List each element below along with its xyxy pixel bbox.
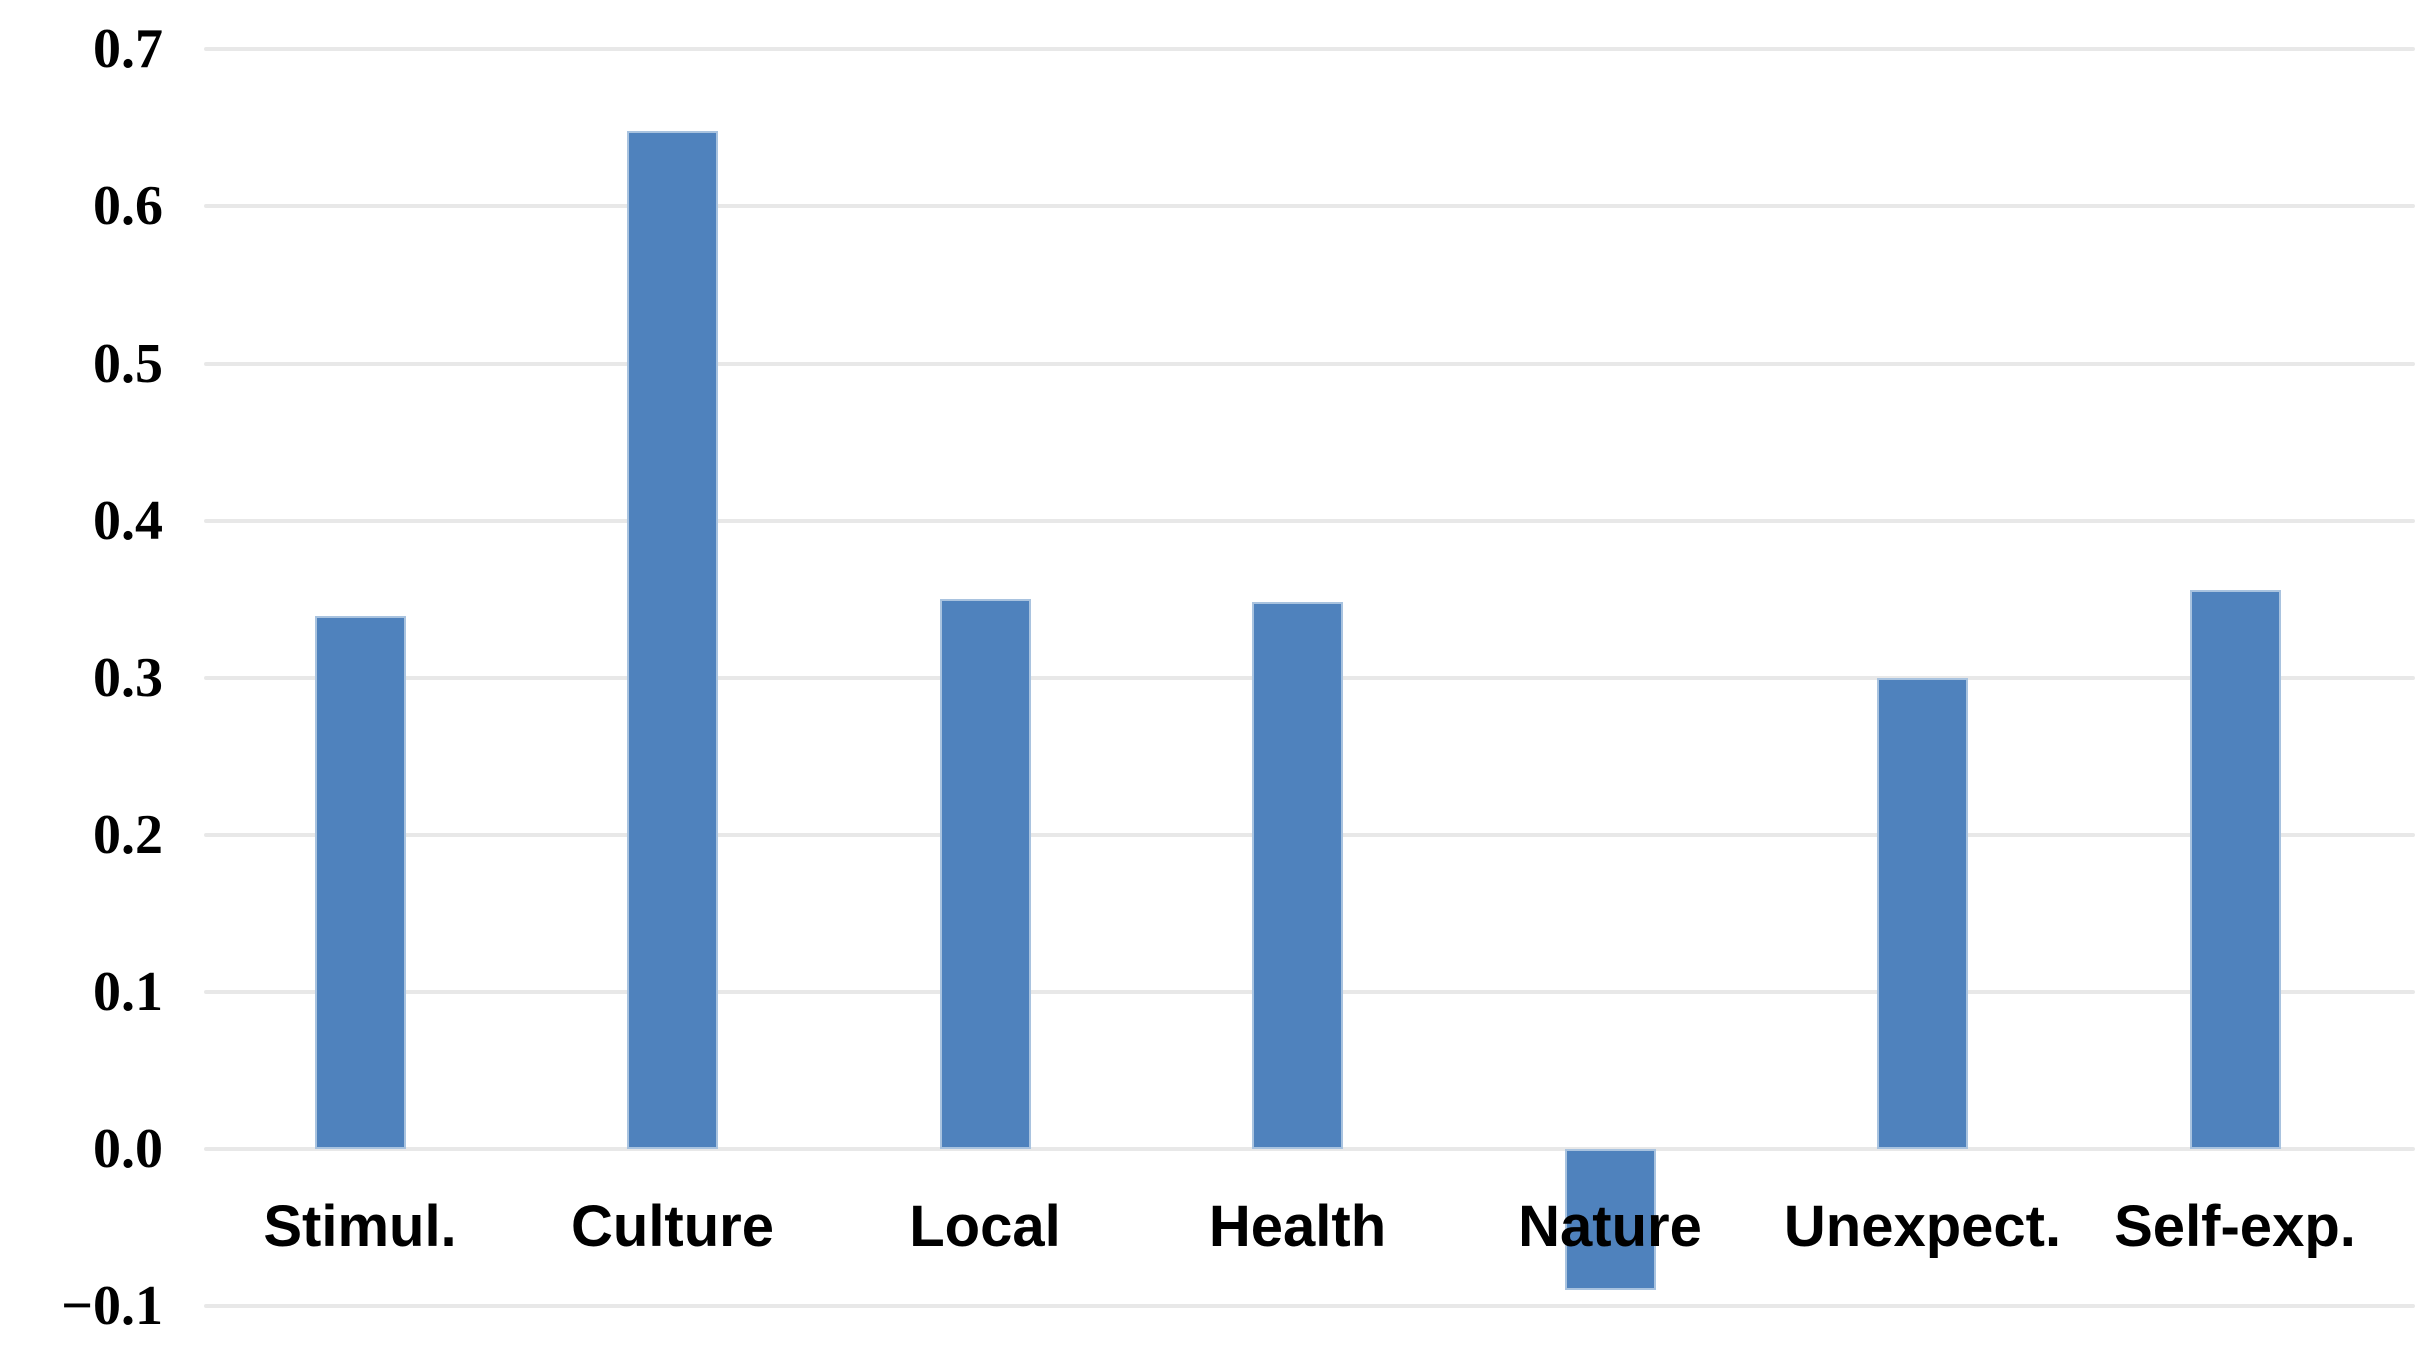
- x-tick-label-self-exp: Self-exp.: [2114, 1194, 2356, 1259]
- y-tick-label: 0.7: [93, 18, 163, 81]
- x-tick-label-nature: Nature: [1518, 1194, 1702, 1259]
- bar-health: [1252, 602, 1343, 1149]
- bar-stimul: [314, 616, 406, 1149]
- x-tick-label-local: Local: [909, 1194, 1061, 1259]
- gridline-0.5: [204, 361, 2415, 366]
- gridline-neg0.1: [204, 1304, 2415, 1309]
- gridline-0.4: [204, 518, 2415, 523]
- y-tick-label: 0.6: [93, 175, 163, 238]
- bar-nature: [1564, 1149, 1656, 1291]
- x-tick-label-health: Health: [1208, 1194, 1387, 1259]
- y-tick-label: 0.2: [93, 803, 163, 866]
- y-tick-label: 0.1: [93, 960, 163, 1023]
- y-tick-label: 0.5: [93, 332, 163, 395]
- y-tick-label: 0.3: [93, 646, 163, 709]
- x-tick-label-unexpect: Unexpect.: [1783, 1194, 2062, 1259]
- x-tick-label-culture: Culture: [571, 1194, 774, 1259]
- x-tick-label-stimul: Stimul.: [263, 1194, 457, 1259]
- y-tick-label: −0.1: [61, 1275, 163, 1338]
- bar-self-exp: [2189, 589, 2281, 1149]
- gridline-0.7: [204, 47, 2415, 52]
- gridline-0.0: [204, 1147, 2415, 1151]
- bar-culture: [627, 130, 718, 1149]
- bar-local: [939, 599, 1031, 1149]
- y-tick-label: 0.4: [93, 489, 163, 552]
- y-tick-label: 0.0: [93, 1118, 163, 1180]
- bar-unexpect: [1877, 677, 1968, 1149]
- gridline-0.6: [204, 204, 2415, 209]
